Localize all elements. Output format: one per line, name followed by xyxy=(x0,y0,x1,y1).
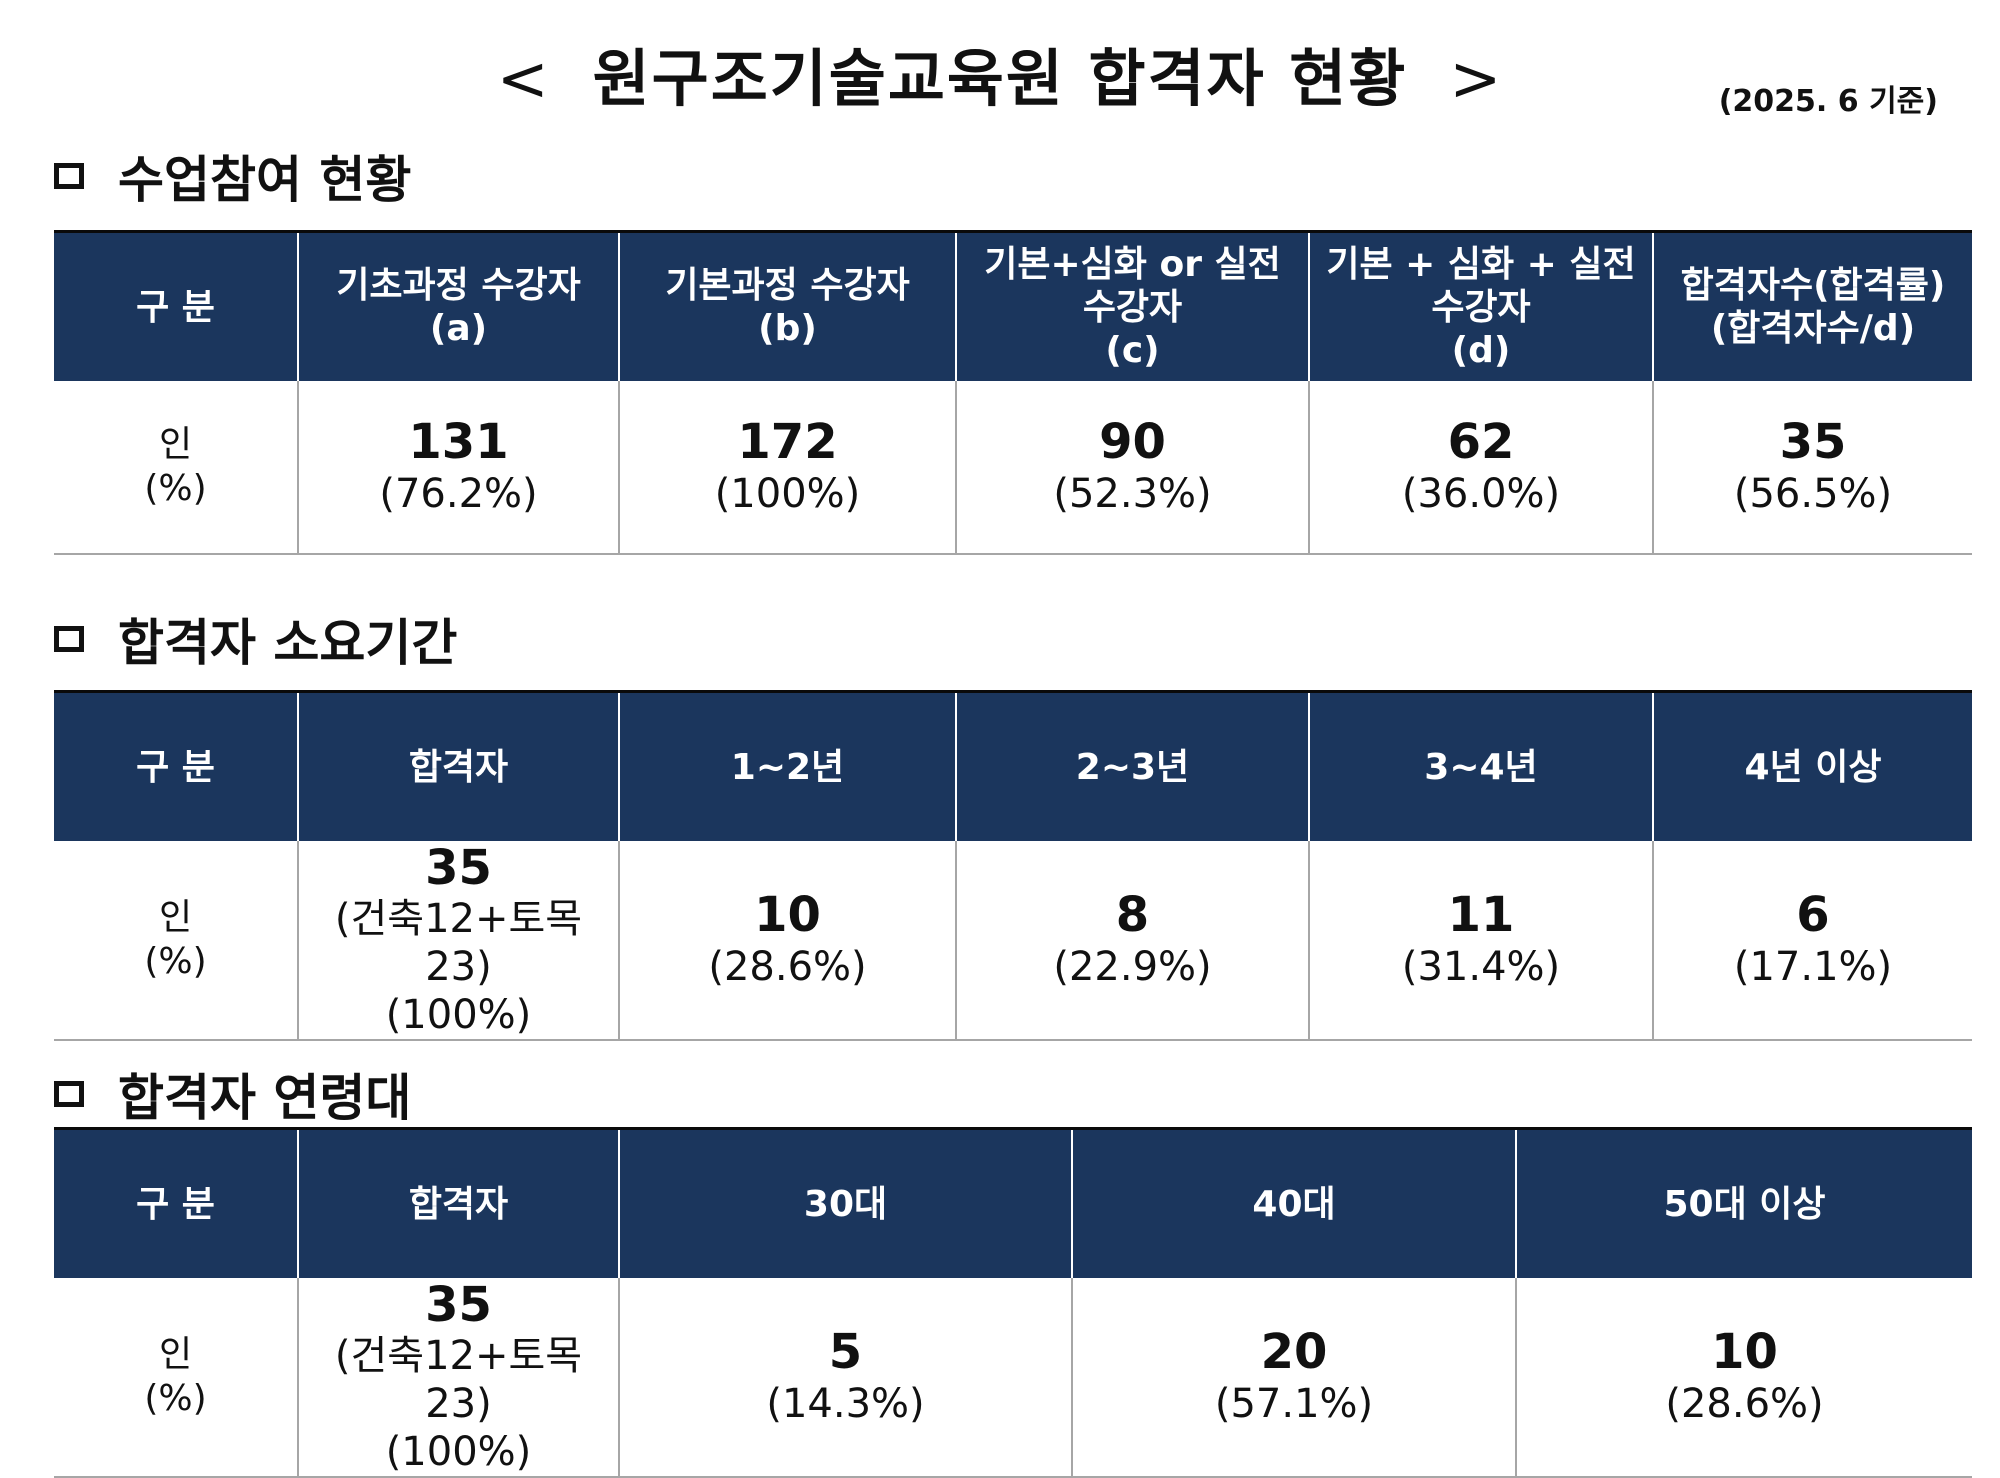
header-50s-plus: 50대 이상 xyxy=(1515,1127,1972,1278)
header-basic-intro: 기초과정 수강자 (a) xyxy=(297,230,619,381)
cell-basic: 172 (100%) xyxy=(618,381,956,555)
header-passers: 합격자 xyxy=(297,1127,619,1278)
header-40s: 40대 xyxy=(1071,1127,1516,1278)
header-pass-count: 합격자수(합격률) (합격자수/d) xyxy=(1652,230,1972,381)
as-of-date: (2025. 6 기준) xyxy=(1718,84,1938,119)
cell-passers: 35 (건축12+토목23) (100%) xyxy=(297,1278,619,1478)
age-table: 구 분 합격자 30대 40대 50대 이상 인 (%) 35 (건축12+토목23… xyxy=(54,1127,1972,1478)
section-heading-text: 합격자 소요기간 xyxy=(118,614,458,672)
table-row: 인 (%) 131 (76.2%) 172 (100%) 90 (52.3%) 62 (3… xyxy=(54,381,1972,555)
header-basic: 기본과정 수강자 (b) xyxy=(618,230,956,381)
duration-table: 구 분 합격자 1~2년 2~3년 3~4년 4년 이상 인 (%) 35 (건축1… xyxy=(54,690,1972,1041)
header-all-courses: 기본 + 심화 + 실전 수강자 (d) xyxy=(1308,230,1653,381)
section-heading-duration: 합격자 소요기간 xyxy=(54,603,457,675)
square-bullet-icon xyxy=(54,1081,84,1107)
row-label: 인 (%) xyxy=(54,841,298,1041)
table-header-row: 구 분 기초과정 수강자 (a) 기본과정 수강자 (b) 기본+심화 or 실전 수… xyxy=(54,230,1972,381)
page-title: < 원구조기술교육원 합격자 현황 > xyxy=(0,28,2000,118)
cell-advanced-or-practical: 90 (52.3%) xyxy=(955,381,1309,555)
table-header-row: 구 분 합격자 1~2년 2~3년 3~4년 4년 이상 xyxy=(54,690,1972,841)
cell-4-plus-years: 6 (17.1%) xyxy=(1652,841,1972,1041)
square-bullet-icon xyxy=(54,626,84,652)
square-bullet-icon xyxy=(54,163,84,189)
cell-50s-plus: 10 (28.6%) xyxy=(1515,1278,1972,1478)
cell-passers: 35 (건축12+토목23) (100%) xyxy=(297,841,619,1041)
section-heading-text: 합격자 연령대 xyxy=(118,1069,412,1127)
section-heading-participation: 수업참여 현황 xyxy=(54,140,411,212)
cell-40s: 20 (57.1%) xyxy=(1071,1278,1516,1478)
cell-1-2-years: 10 (28.6%) xyxy=(618,841,956,1041)
header-4-plus-years: 4년 이상 xyxy=(1652,690,1972,841)
table-header-row: 구 분 합격자 30대 40대 50대 이상 xyxy=(54,1127,1972,1278)
cell-3-4-years: 11 (31.4%) xyxy=(1308,841,1653,1041)
header-1-2-years: 1~2년 xyxy=(618,690,956,841)
header-category: 구 분 xyxy=(54,230,298,381)
header-category: 구 분 xyxy=(54,1127,298,1278)
cell-pass-count: 35 (56.5%) xyxy=(1652,381,1972,555)
participation-table: 구 분 기초과정 수강자 (a) 기본과정 수강자 (b) 기본+심화 or 실전 수… xyxy=(54,230,1972,555)
cell-2-3-years: 8 (22.9%) xyxy=(955,841,1309,1041)
title-close-bracket: > xyxy=(1449,42,1504,115)
header-category: 구 분 xyxy=(54,690,298,841)
section-heading-text: 수업참여 현황 xyxy=(118,151,412,209)
cell-all-courses: 62 (36.0%) xyxy=(1308,381,1653,555)
header-3-4-years: 3~4년 xyxy=(1308,690,1653,841)
title-text: 원구조기술교육원 합격자 현황 xyxy=(592,42,1408,115)
table-row: 인 (%) 35 (건축12+토목23) (100%) 5 (14.3%) 20 (57.… xyxy=(54,1278,1972,1478)
cell-30s: 5 (14.3%) xyxy=(618,1278,1072,1478)
title-open-bracket: < xyxy=(496,42,551,115)
table-row: 인 (%) 35 (건축12+토목23) (100%) 10 (28.6%) 8 (22.… xyxy=(54,841,1972,1041)
row-label: 인 (%) xyxy=(54,1278,298,1478)
header-advanced-or-practical: 기본+심화 or 실전 수강자 (c) xyxy=(955,230,1309,381)
header-2-3-years: 2~3년 xyxy=(955,690,1309,841)
header-passers: 합격자 xyxy=(297,690,619,841)
cell-basic-intro: 131 (76.2%) xyxy=(297,381,619,555)
header-30s: 30대 xyxy=(618,1127,1072,1278)
section-heading-age: 합격자 연령대 xyxy=(54,1058,411,1130)
row-label: 인 (%) xyxy=(54,381,298,555)
